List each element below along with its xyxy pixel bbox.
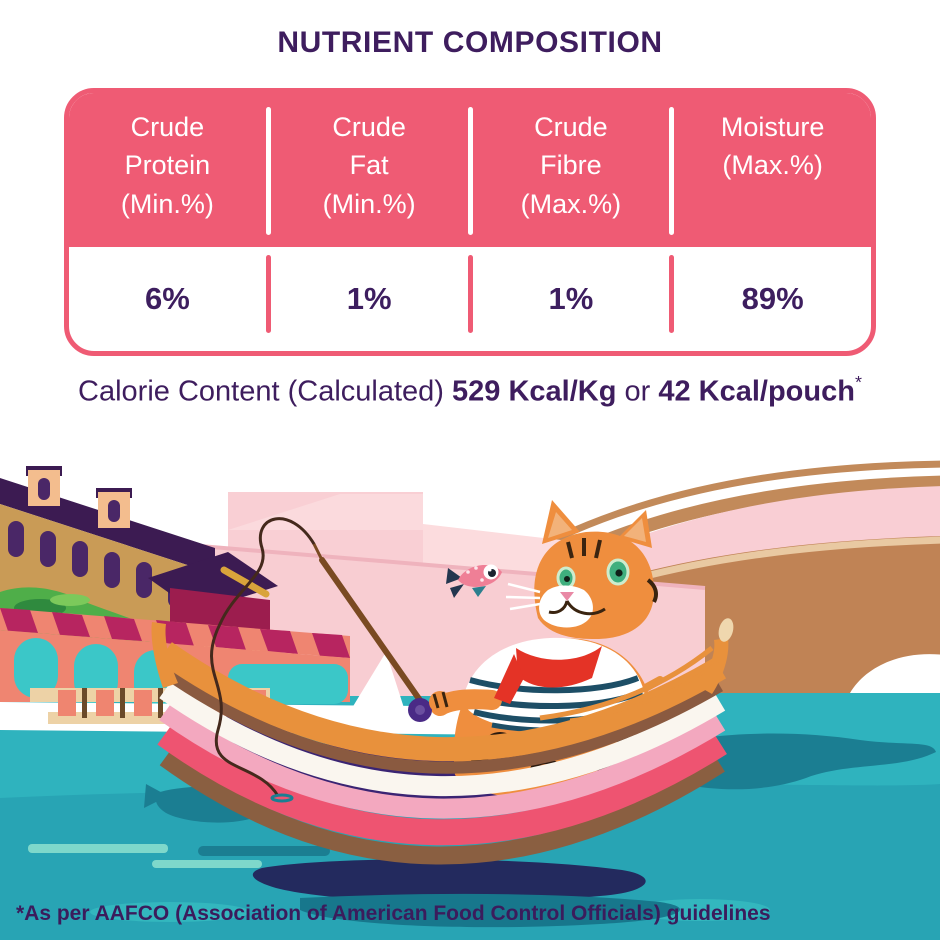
white-sail (352, 652, 404, 708)
column-divider (467, 255, 473, 333)
header-cell-moisture: Moisture (Max.%) (674, 93, 871, 247)
value-text: 89% (741, 281, 804, 316)
value-text: 1% (548, 281, 594, 316)
column-header: Moisture (Max.%) (720, 112, 825, 181)
column-divider (467, 107, 473, 235)
aafco-footnote: *As per AAFCO (Association of American F… (16, 902, 771, 925)
pink-fish-icon (446, 564, 502, 598)
column-header: Crude Fat (Min.%) (322, 112, 416, 219)
column-divider (265, 255, 271, 333)
cat-nose (560, 592, 574, 601)
venice-cat-illustration (0, 460, 940, 940)
whiskers (505, 582, 541, 611)
column-header: Crude Protein (Min.%) (120, 112, 214, 219)
calorie-content-line: Calorie Content (Calculated) 529 Kcal/Kg… (0, 372, 940, 409)
calorie-label: Calorie Content (Calculated) (78, 375, 452, 408)
calorie-value-per-pouch: 42 Kcal/pouch (658, 375, 855, 408)
header-cell-crude-fat: Crude Fat (Min.%) (271, 93, 468, 247)
boat-shadow (252, 859, 646, 903)
value-cell-crude-protein: 6% (69, 247, 266, 351)
column-header: Crude Fibre (Max.%) (520, 112, 622, 219)
value-text: 1% (346, 281, 392, 316)
value-text: 6% (144, 281, 190, 316)
calorie-connector: or (616, 375, 659, 408)
ripple (270, 793, 294, 803)
nutrition-table: Crude Protein (Min.%) Crude Fat (Min.%) … (64, 88, 876, 356)
value-cell-crude-fibre: 1% (473, 247, 670, 351)
column-divider (669, 255, 675, 333)
calorie-value-per-kg: 529 Kcal/Kg (452, 375, 617, 408)
value-cell-moisture: 89% (674, 247, 871, 351)
column-divider (265, 107, 271, 235)
red-scarf (516, 646, 602, 688)
header-cell-crude-fibre: Crude Fibre (Max.%) (473, 93, 670, 247)
value-cell-crude-fat: 1% (271, 247, 468, 351)
header-cell-crude-protein: Crude Protein (Min.%) (69, 93, 266, 247)
bow (151, 622, 178, 688)
fishing-line (210, 517, 316, 797)
fishing-rod (319, 557, 427, 709)
column-divider (669, 107, 675, 235)
gondola-hull (151, 618, 734, 865)
fishing-gear (210, 517, 451, 803)
page-title: NUTRIENT COMPOSITION (277, 26, 663, 59)
nutrition-table-value-row: 6% 1% 1% 89% (69, 247, 871, 351)
nutrition-table-header-row: Crude Protein (Min.%) Crude Fat (Min.%) … (69, 93, 871, 247)
cat-paw (429, 691, 451, 713)
footnote-marker: * (854, 372, 862, 392)
